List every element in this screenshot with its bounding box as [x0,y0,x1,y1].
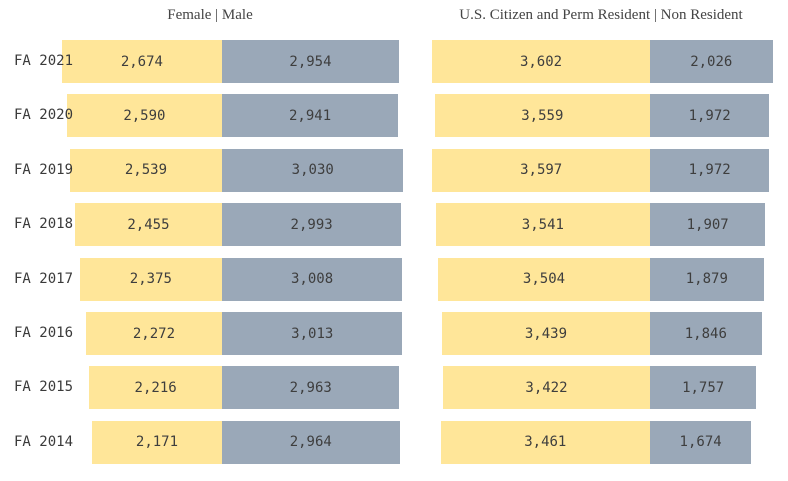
bar-value-label: 2,455 [127,216,170,233]
bar-value-label: 2,963 [289,379,332,396]
bar-non-resident: 1,972 [650,94,770,138]
bar-value-label: 1,757 [682,379,725,396]
bar-value-label: 3,461 [524,434,567,451]
row-label: FA 2018 [14,216,74,233]
bar-non-resident: 1,674 [650,420,752,464]
bar-citizen-perm-resident: 3,559 [434,94,650,138]
bar-value-label: 1,972 [688,162,731,179]
bar-value-label: 3,602 [519,53,563,70]
row-label: FA 2014 [14,433,74,450]
bar-female: 2,171 [91,420,222,464]
bar-male: 3,013 [222,312,403,355]
bar-female: 2,674 [61,40,222,83]
row-label: FA 2016 [14,325,74,341]
bar-male: 2,993 [222,203,402,247]
bar-non-resident: 1,972 [650,148,770,192]
bar-citizen-perm-resident: 3,461 [440,420,650,464]
bar-value-label: 3,597 [520,162,563,179]
bar-value-label: 2,941 [289,107,332,124]
bar-male: 2,954 [222,40,399,83]
bar-value-label: 2,964 [289,434,332,451]
bar-male: 2,963 [222,366,400,410]
bar-citizen-perm-resident: 3,504 [438,257,650,301]
row-label: FA 2020 [14,107,74,124]
bar-value-label: 1,972 [688,107,731,124]
row-label: FA 2015 [14,379,74,396]
bar-value-label: 1,879 [685,271,728,288]
bar-female: 2,590 [66,94,222,138]
chart-title-residency: U.S. Citizen and Perm Resident | Non Res… [459,7,743,23]
bar-female: 2,455 [74,203,222,247]
bar-value-label: 3,541 [521,216,564,233]
row-label: FA 2019 [14,161,74,178]
bar-value-label: 2,026 [690,53,733,70]
bar-value-label: 3,008 [291,271,334,288]
bar-male: 2,941 [222,94,399,138]
bar-value-label: 2,674 [120,53,163,70]
bar-value-label: 3,439 [524,325,568,342]
bar-non-resident: 1,879 [650,257,764,301]
bar-value-label: 2,993 [290,216,333,233]
bar-value-label: 3,559 [521,107,564,124]
row-label: FA 2021 [14,53,74,69]
bar-value-label: 2,590 [123,107,166,124]
bar-male: 3,030 [222,148,404,192]
bar-male: 2,964 [222,420,400,464]
row-label: FA 2017 [14,270,74,287]
bar-value-label: 2,216 [134,379,177,396]
bar-citizen-perm-resident: 3,541 [435,203,650,247]
bar-female: 2,216 [89,366,222,410]
bar-value-label: 2,954 [289,53,332,70]
bar-citizen-perm-resident: 3,439 [441,312,650,355]
bar-value-label: 1,846 [684,325,727,342]
bar-female: 2,272 [85,312,222,355]
bar-citizen-perm-resident: 3,602 [432,40,650,83]
bar-value-label: 2,539 [124,162,168,179]
bar-value-label: 1,674 [679,434,722,451]
chart-title-gender: Female | Male [167,7,253,23]
bar-female: 2,539 [69,148,222,192]
bar-value-label: 3,013 [291,325,334,342]
bar-non-resident: 2,026 [650,40,773,83]
bar-value-label: 1,907 [686,216,729,233]
bar-value-label: 2,171 [135,434,179,451]
bar-value-label: 2,272 [132,325,176,342]
bar-value-label: 3,030 [291,162,334,179]
bar-value-label: 3,422 [525,379,568,396]
bar-citizen-perm-resident: 3,422 [442,366,650,410]
bar-value-label: 3,504 [522,271,566,288]
bar-non-resident: 1,907 [650,203,766,247]
bar-non-resident: 1,846 [650,312,762,355]
bar-male: 3,008 [222,257,403,301]
bar-citizen-perm-resident: 3,597 [432,148,650,192]
bar-value-label: 2,375 [129,271,172,288]
bar-female: 2,375 [79,257,222,301]
bar-non-resident: 1,757 [650,366,757,410]
